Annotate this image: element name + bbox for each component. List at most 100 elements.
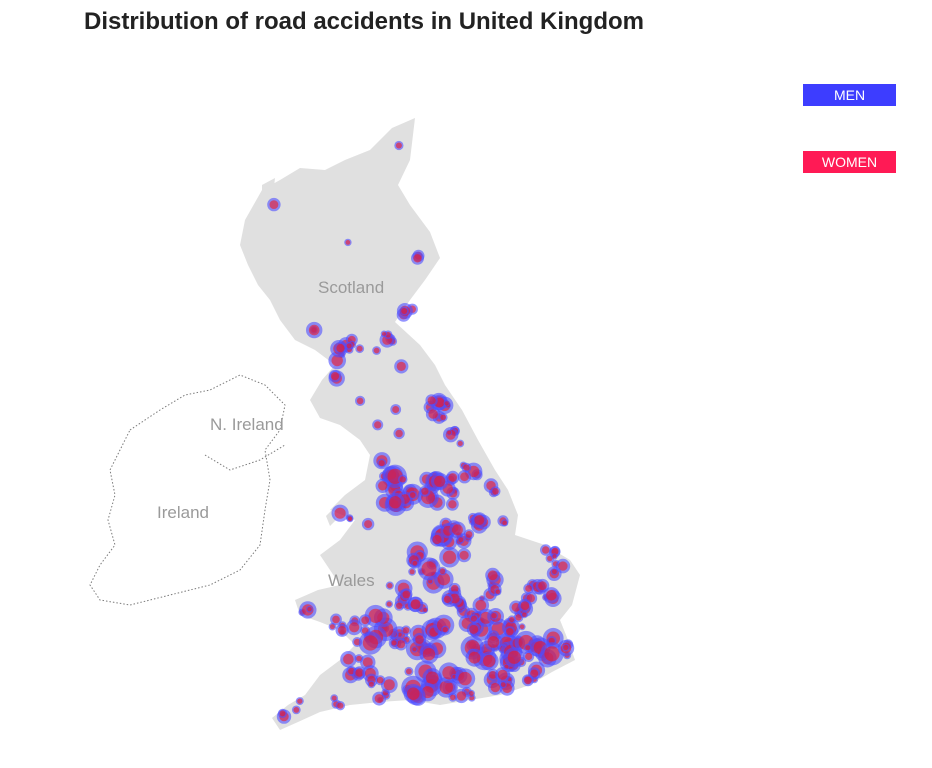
accident-marker-women bbox=[457, 441, 463, 446]
accident-marker-women bbox=[474, 515, 485, 525]
label-ireland: Ireland bbox=[157, 503, 209, 522]
label-scotland: Scotland bbox=[318, 278, 384, 297]
accident-marker-women bbox=[349, 622, 360, 633]
accident-marker-women bbox=[524, 676, 532, 685]
accident-marker-women bbox=[307, 607, 312, 612]
accident-marker-women bbox=[345, 240, 351, 245]
accident-marker-women bbox=[387, 582, 393, 589]
accident-marker-women bbox=[337, 626, 347, 635]
accident-marker-women bbox=[452, 524, 463, 536]
accident-marker-women bbox=[374, 421, 382, 429]
accident-marker-women bbox=[409, 492, 416, 498]
accident-marker-women bbox=[396, 602, 403, 609]
accident-marker-women bbox=[409, 569, 415, 575]
accident-marker-women bbox=[368, 608, 383, 624]
accident-marker-women bbox=[348, 667, 355, 675]
accident-marker-women bbox=[542, 546, 550, 554]
accident-marker-women bbox=[442, 627, 448, 633]
accident-marker-women bbox=[519, 624, 525, 630]
accident-marker-women bbox=[396, 640, 406, 649]
page-title: Distribution of road accidents in United… bbox=[84, 8, 645, 35]
accident-marker-women bbox=[495, 589, 501, 595]
n-ireland-border bbox=[204, 444, 286, 471]
accident-marker-women bbox=[525, 585, 532, 592]
accident-marker-women bbox=[483, 654, 496, 668]
legend-women-button[interactable]: WOMEN bbox=[803, 151, 896, 173]
accident-marker-women bbox=[391, 640, 397, 646]
accident-marker-women bbox=[402, 627, 410, 634]
accident-marker-women bbox=[444, 401, 449, 406]
accident-marker-women bbox=[423, 608, 428, 612]
accident-marker-women bbox=[407, 687, 420, 700]
accident-marker-women bbox=[463, 464, 470, 471]
accident-marker-women bbox=[410, 599, 421, 610]
accident-marker-women bbox=[469, 691, 474, 696]
accident-marker-women bbox=[373, 347, 380, 354]
accident-marker-women bbox=[422, 648, 436, 661]
accident-marker-women bbox=[331, 695, 337, 701]
accident-markers bbox=[267, 140, 575, 724]
label-n-ireland: N. Ireland bbox=[210, 415, 284, 434]
accident-marker-women bbox=[500, 682, 506, 687]
accident-marker-women bbox=[356, 345, 363, 352]
ireland-outline bbox=[89, 374, 286, 606]
accident-marker-women bbox=[544, 646, 560, 662]
accident-marker-women bbox=[515, 614, 522, 621]
accident-marker-women bbox=[395, 429, 403, 438]
accident-marker-women bbox=[458, 671, 472, 686]
accident-marker-women bbox=[415, 635, 424, 644]
accident-marker-women bbox=[443, 595, 451, 604]
accident-marker-women bbox=[456, 691, 467, 701]
legend-men-button[interactable]: MEN bbox=[803, 84, 896, 106]
accident-marker-women bbox=[450, 584, 459, 593]
accident-marker-women bbox=[502, 520, 508, 526]
accident-marker-women bbox=[343, 653, 354, 665]
accident-marker-women bbox=[448, 500, 457, 509]
accident-marker-women bbox=[412, 560, 418, 566]
accident-marker-women bbox=[460, 472, 469, 482]
accident-marker-women bbox=[506, 628, 514, 636]
accident-marker-women bbox=[395, 142, 402, 149]
accident-marker-women bbox=[386, 601, 392, 607]
accident-marker-women bbox=[439, 680, 453, 694]
accident-marker-women bbox=[497, 669, 508, 680]
accident-marker-women bbox=[406, 668, 412, 675]
accident-marker-women bbox=[376, 676, 384, 684]
accident-marker-women bbox=[551, 547, 559, 555]
accident-marker-women bbox=[520, 601, 530, 610]
accident-marker-women bbox=[434, 475, 446, 487]
accident-marker-women bbox=[465, 531, 473, 538]
accident-marker-women bbox=[425, 671, 439, 685]
accident-marker-women bbox=[412, 647, 417, 652]
accident-marker-women bbox=[331, 354, 343, 367]
accident-marker-women bbox=[439, 568, 446, 574]
accident-marker-women bbox=[459, 550, 469, 560]
accident-marker-women bbox=[491, 613, 497, 619]
accident-marker-women bbox=[269, 200, 279, 210]
accident-marker-women bbox=[522, 612, 527, 617]
accident-marker-women bbox=[346, 343, 352, 349]
accident-marker-women bbox=[329, 624, 335, 630]
accident-marker-women bbox=[509, 616, 515, 623]
accident-marker-women bbox=[308, 324, 320, 336]
accident-marker-women bbox=[399, 476, 406, 483]
accident-marker-women bbox=[293, 707, 300, 713]
accident-marker-women bbox=[332, 615, 340, 624]
accident-marker-women bbox=[381, 331, 387, 336]
accident-marker-women bbox=[378, 460, 385, 467]
accident-marker-women bbox=[389, 496, 402, 509]
accident-marker-women bbox=[489, 671, 497, 679]
accident-marker-women bbox=[392, 406, 400, 413]
accident-marker-women bbox=[330, 372, 340, 381]
outer-hebrides bbox=[262, 178, 275, 215]
accident-marker-women bbox=[362, 635, 378, 651]
accident-marker-women bbox=[402, 590, 411, 599]
accident-marker-women bbox=[552, 569, 557, 575]
orkney-islands bbox=[395, 125, 412, 148]
accident-marker-women bbox=[368, 681, 374, 687]
accident-marker-women bbox=[525, 652, 533, 661]
accident-marker-women bbox=[356, 397, 364, 405]
accident-marker-women bbox=[552, 554, 557, 559]
accident-marker-women bbox=[458, 537, 464, 543]
